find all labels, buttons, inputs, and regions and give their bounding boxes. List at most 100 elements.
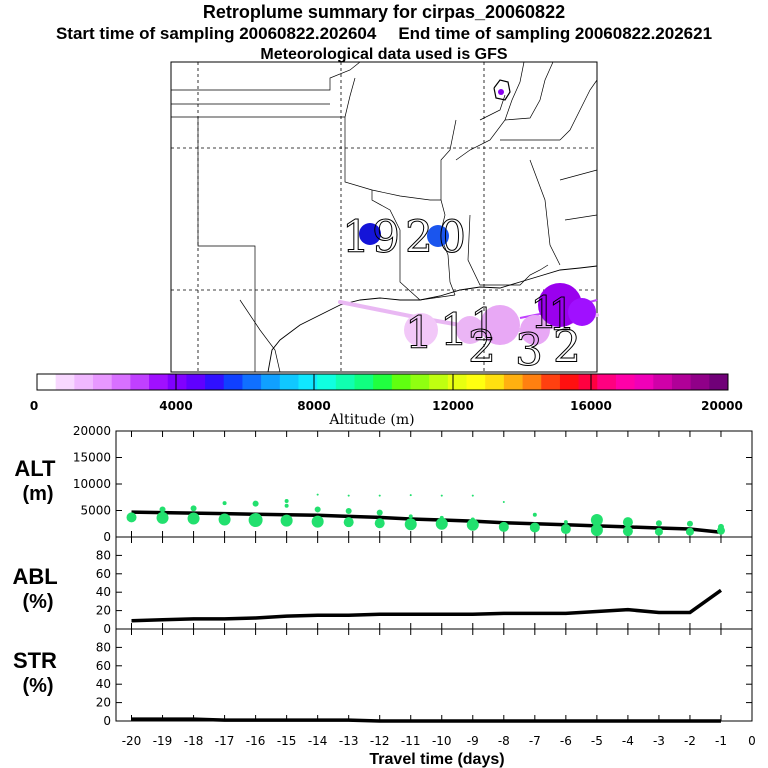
colorbar-swatch [261, 374, 281, 390]
colorbar-tick-label: 12000 [432, 399, 474, 413]
colorbar-swatch [559, 374, 580, 390]
sampling-times: Start time of sampling 20060822.202604 En… [0, 24, 768, 44]
alt-marker [190, 505, 197, 512]
y-tick-label: 20 [96, 696, 111, 710]
colorbar-swatch [485, 374, 505, 390]
series-line [131, 717, 721, 723]
abl-label-unit: (%) [22, 591, 53, 613]
colorbar-swatch [466, 374, 486, 390]
x-tick-label: -14 [308, 734, 328, 748]
x-tick-label: -10 [432, 734, 452, 748]
colorbar-swatch [653, 374, 673, 390]
colorbar-swatch [223, 374, 243, 390]
colorbar-swatch [615, 374, 636, 390]
colorbar-swatch [690, 374, 710, 390]
y-tick-label: 0 [103, 622, 111, 636]
colorbar-swatch [447, 374, 468, 390]
start-time-label: Start time of sampling 20060822.202604 [55, 24, 377, 43]
cluster-labels: 1 9 2 0 1 1 1 1 2 3 1 2 [342, 212, 582, 377]
alt-marker [440, 494, 443, 497]
colorbar-swatch [391, 374, 412, 390]
alt-marker [187, 512, 200, 525]
y-tick-label: 40 [96, 677, 111, 691]
colorbar-tick-label: 0 [30, 399, 38, 413]
alt-label-name: ALT [14, 456, 56, 481]
colorbar-swatch [55, 374, 75, 390]
x-tick-label: -9 [467, 734, 479, 748]
colorbar-swatch [671, 374, 692, 390]
end-time-label: End time of sampling 20060822.202621 [398, 24, 713, 43]
cluster-circle [520, 315, 550, 345]
alt-marker [252, 500, 259, 507]
alt-marker [376, 509, 383, 516]
chart-marks: 0 5000 10000 15000 20000 0 20 40 60 80 0 20 40 60 80 -2… [73, 424, 756, 748]
alt-marker [222, 501, 227, 506]
x-tick-label: -13 [339, 734, 359, 748]
alt-marker [316, 493, 319, 496]
cluster-label: 1 [342, 212, 370, 263]
x-tick-label: -1 [715, 734, 727, 748]
alt-label-unit: (m) [22, 483, 53, 505]
cluster-circle [498, 89, 504, 95]
alt-marker [439, 515, 444, 520]
alt-marker [654, 527, 663, 536]
colorbar-swatch [410, 374, 430, 390]
colorbar-tick-label: 16000 [570, 399, 612, 413]
colorbar-swatch [149, 374, 169, 390]
alt-marker [218, 513, 231, 526]
time-series-panels [115, 430, 753, 722]
y-tick-label: 0 [103, 530, 111, 544]
x-axis-label: Travel time (days) [369, 751, 504, 768]
y-tick-label: 40 [96, 585, 111, 599]
cluster-label: 2 [405, 212, 433, 263]
x-tick-label: -8 [498, 734, 510, 748]
str-label-name: STR [13, 648, 57, 673]
alt-marker [435, 517, 448, 530]
colorbar-swatch [503, 374, 524, 390]
alt-marker [560, 524, 571, 535]
x-tick-label: -12 [370, 734, 390, 748]
x-tick-label: -19 [153, 734, 173, 748]
colorbar-swatch [111, 374, 131, 390]
alt-marker [502, 501, 505, 504]
colorbar-swatch [354, 374, 374, 390]
alt-marker [470, 517, 475, 522]
x-tick-label: -3 [653, 734, 665, 748]
cluster-label: 1 [470, 300, 498, 351]
alt-marker [404, 518, 417, 531]
colorbar-swatch [634, 374, 654, 390]
alt-panel-label: ALT (m) [14, 456, 61, 505]
alt-marker [156, 511, 169, 524]
colorbar-label: Altitude (m) [328, 412, 414, 428]
trajectory-map: 1 9 2 0 1 1 1 1 2 3 1 2 [170, 61, 599, 377]
y-tick-label: 0 [103, 714, 111, 728]
str-panel-frame [115, 628, 753, 722]
colorbar-swatch [335, 374, 355, 390]
cluster-circle [456, 316, 484, 344]
colorbar-swatch [541, 374, 561, 390]
colorbar-swatch [317, 374, 337, 390]
colorbar-swatch [429, 374, 449, 390]
alt-marker [686, 520, 693, 527]
colorbar-swatch [522, 374, 542, 390]
abl-panel-label: ABL (%) [13, 564, 64, 613]
series-line [131, 588, 722, 623]
cluster-circle [480, 305, 520, 345]
y-tick-label: 20000 [73, 424, 111, 438]
colorbar-frame [36, 373, 729, 391]
colorbar-swatch [205, 374, 225, 390]
cluster-label: 1 [440, 305, 468, 356]
alt-marker [563, 520, 568, 525]
colorbar-ticks: 0 4000 8000 12000 16000 20000 [30, 399, 743, 413]
chart-title: Retroplume summary for cirpas_20060822 [202, 2, 566, 22]
alt-marker [622, 526, 633, 537]
alt-marker [685, 527, 694, 536]
series-line [131, 510, 722, 534]
x-tick-label: -20 [122, 734, 142, 748]
colorbar-swatch [373, 374, 393, 390]
map-dot-outline [493, 79, 511, 101]
cluster-label: 0 [438, 212, 466, 263]
cluster-label: 2 [553, 322, 581, 373]
x-tick-label: -5 [591, 734, 603, 748]
